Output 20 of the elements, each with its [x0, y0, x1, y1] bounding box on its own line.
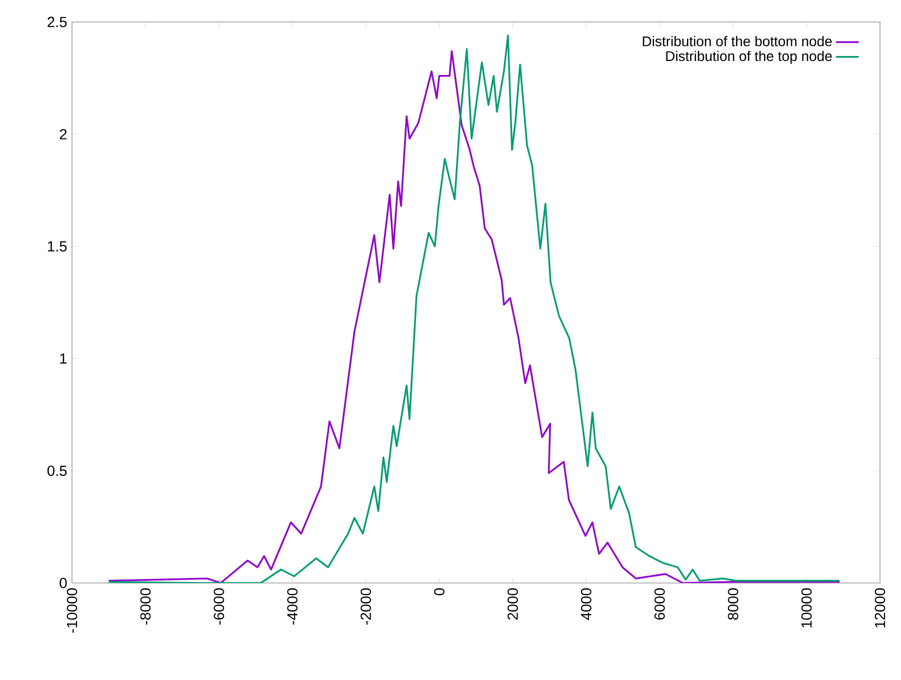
y-tick-label: 0: [60, 578, 67, 588]
x-tick-label: 8000: [728, 588, 738, 620]
legend-label: Distribution of the bottom node: [642, 36, 832, 46]
x-tick-label: -4000: [287, 588, 298, 625]
legend-label: Distribution of the top node: [666, 50, 832, 64]
y-tick-label: 1.5: [48, 241, 67, 252]
x-tick-label: -8000: [140, 588, 151, 625]
x-tick-label: 0: [434, 588, 444, 596]
x-tick-label: -6000: [214, 588, 224, 625]
y-tick-label: 0.5: [47, 466, 67, 476]
x-tick-label: 6000: [654, 588, 665, 620]
x-tick-label: -10000: [66, 588, 78, 633]
x-tick-label: 2000: [508, 588, 518, 620]
x-tick-label: 10000: [801, 588, 812, 628]
x-tick-label: -2000: [360, 588, 372, 625]
x-tick-label: 4000: [581, 588, 592, 620]
y-tick-label: 2: [60, 129, 67, 140]
y-tick-label: 2.5: [48, 16, 67, 28]
y-tick-label: 1: [60, 354, 67, 364]
x-tick-label: 12000: [874, 588, 886, 628]
